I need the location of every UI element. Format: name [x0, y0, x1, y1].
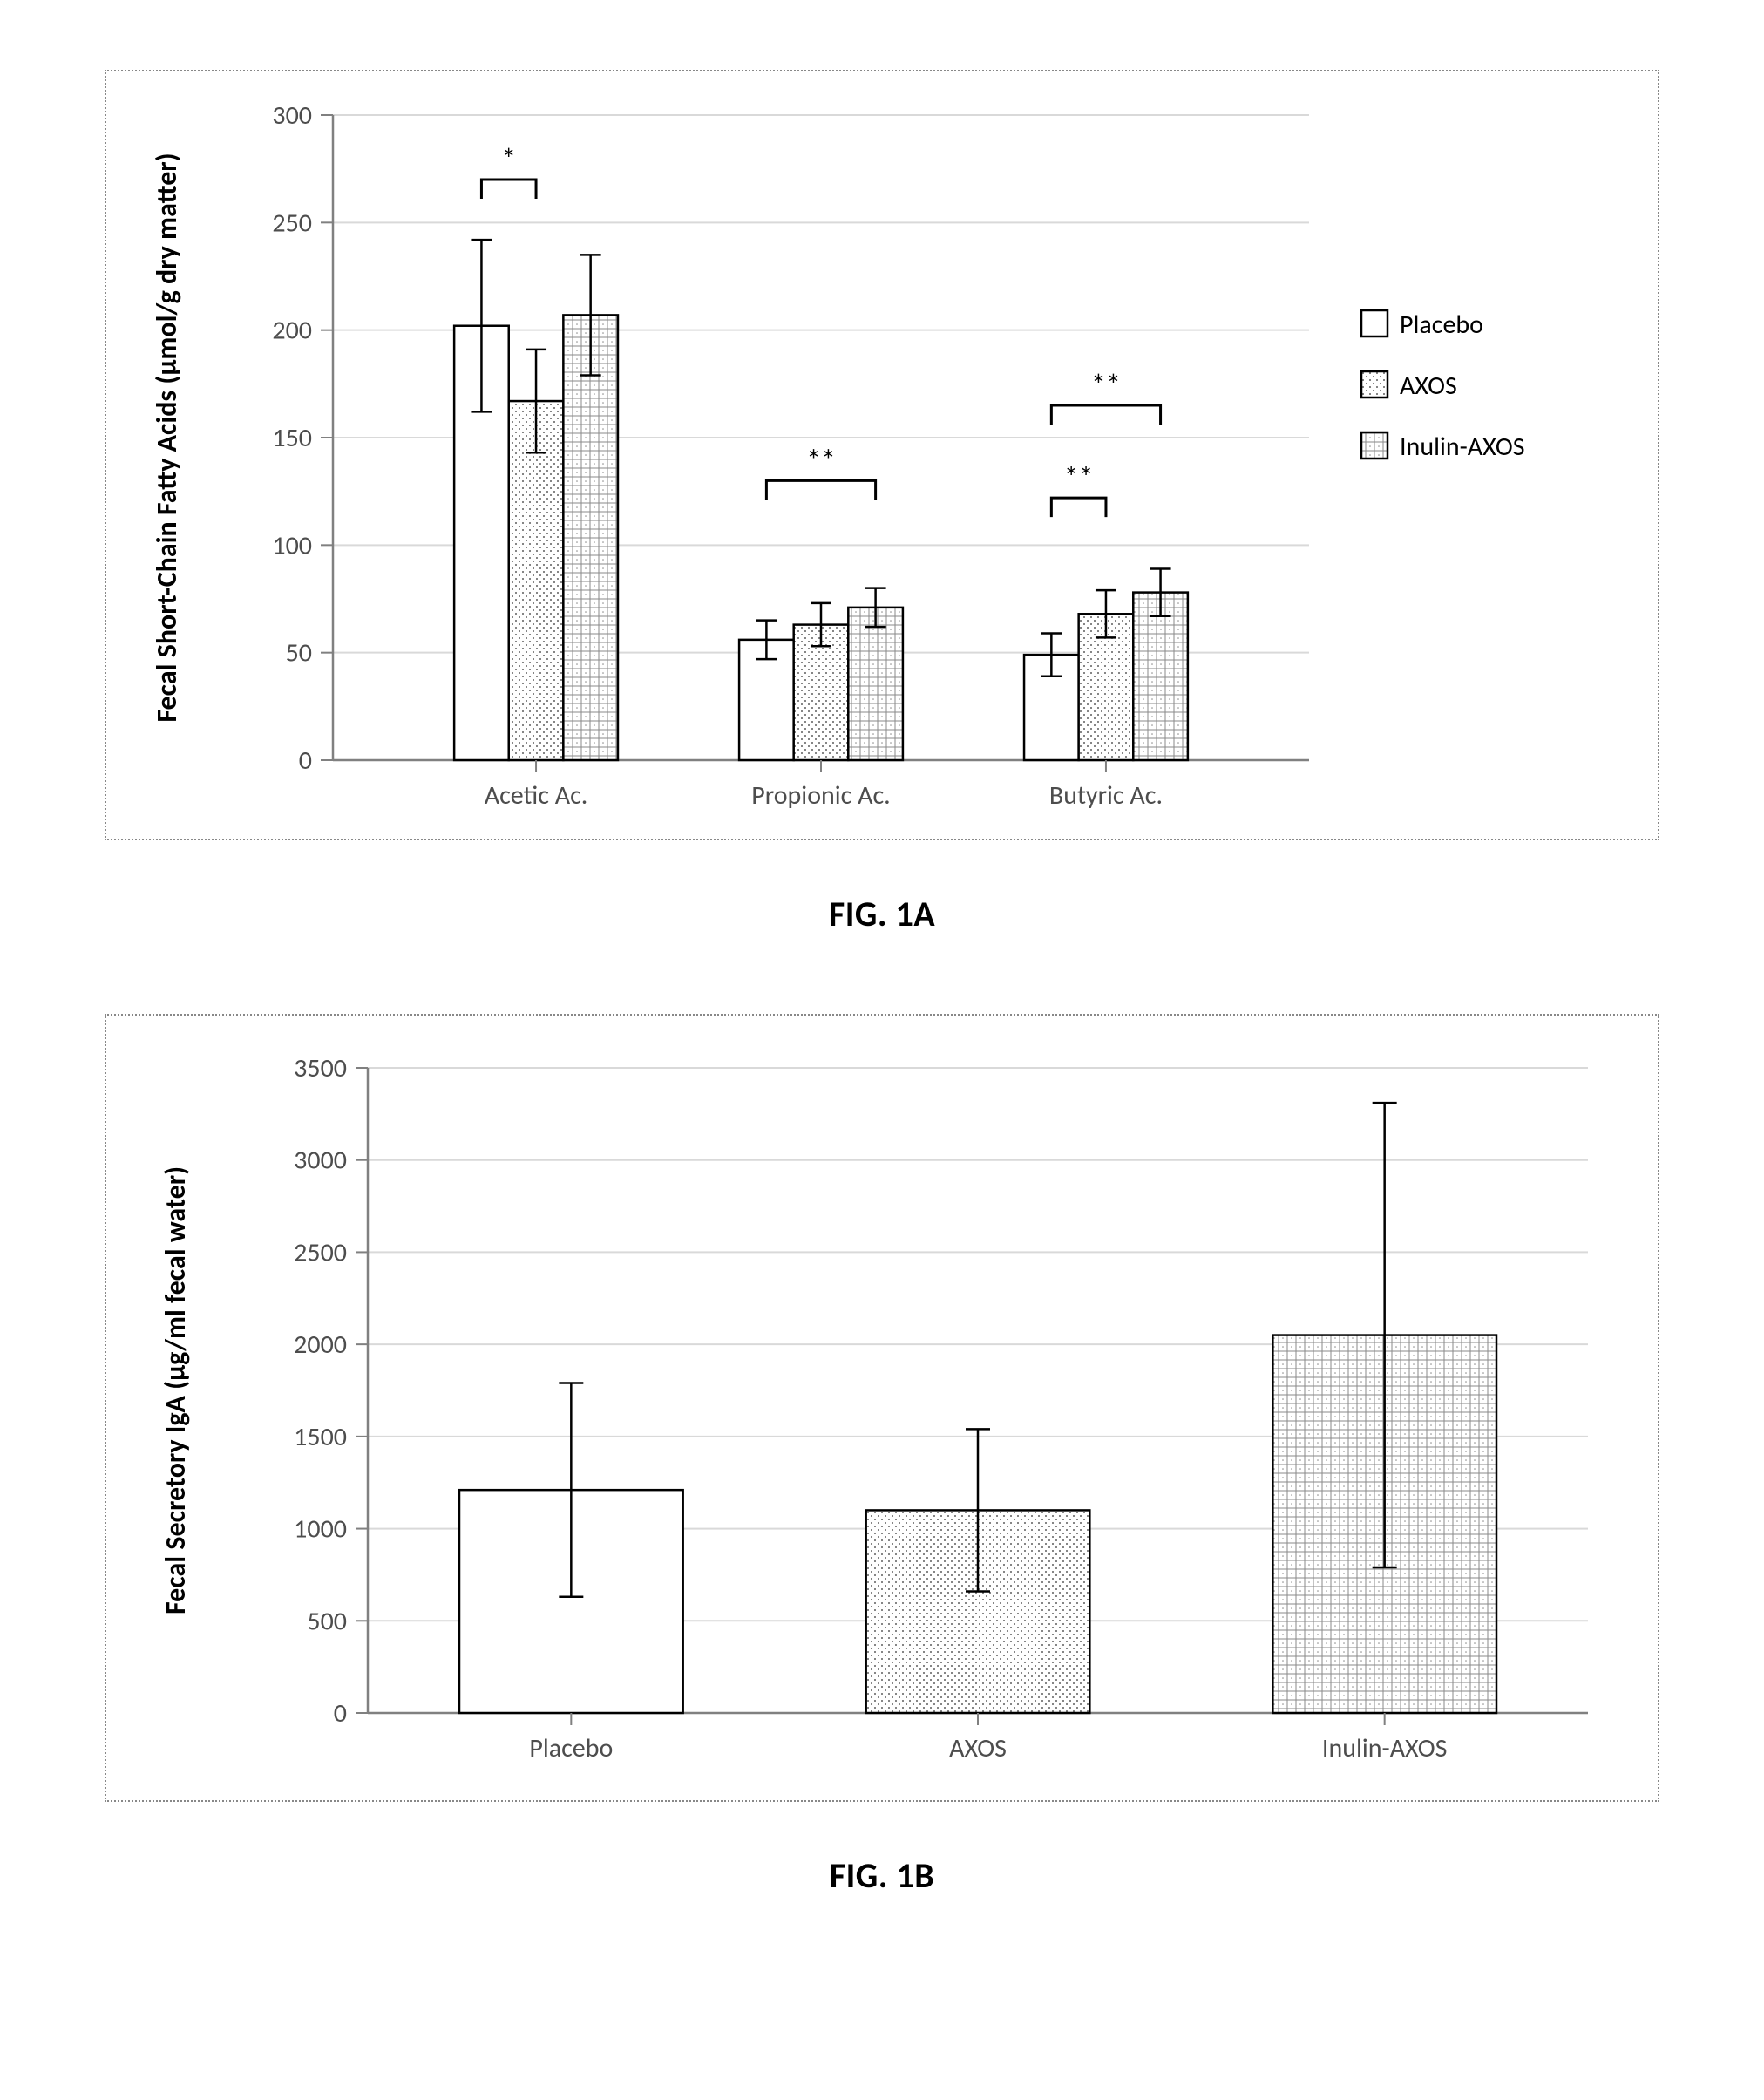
legend-swatch — [1361, 432, 1387, 459]
significance-label: ** — [806, 443, 836, 479]
y-axis-label: Fecal Short-Chain Fatty Acids (µmol/g dr… — [150, 153, 184, 722]
category-label: Propionic Ac. — [751, 779, 891, 812]
category-label: Inulin-AXOS — [1322, 1732, 1448, 1764]
figure-1a-caption: FIG. 1A — [105, 893, 1659, 935]
y-tick-label: 2500 — [294, 1236, 347, 1268]
legend: Placebo AXOS Inulin-AXOS — [1361, 309, 1525, 463]
bar-inulinaxos — [563, 315, 618, 760]
y-tick-label: 100 — [272, 529, 312, 561]
significance-label: ** — [1091, 368, 1121, 404]
y-tick-label: 250 — [272, 207, 312, 239]
bar-inulinaxos — [848, 608, 903, 760]
category-label: Acetic Ac. — [485, 779, 588, 812]
significance-label: * — [501, 142, 516, 178]
y-tick-label: 0 — [334, 1697, 347, 1730]
chart-1a: 0 50 100 150 200 250 300 Acetic Ac. Propionic Ac… — [106, 71, 1658, 839]
bar-inulinaxos — [1133, 593, 1188, 760]
significance-bracket — [1051, 498, 1106, 517]
y-tick-label: 1000 — [294, 1513, 347, 1546]
y-tick-label: 150 — [272, 422, 312, 454]
figure-1a-panel: 0 50 100 150 200 250 300 Acetic Ac. Propionic Ac… — [105, 70, 1659, 840]
legend-label: AXOS — [1400, 370, 1457, 402]
bar-axos — [509, 401, 564, 760]
y-tick-label: 300 — [272, 99, 312, 132]
y-tick-label: 0 — [299, 744, 312, 777]
y-tick-label: 2000 — [294, 1329, 347, 1361]
legend-swatch — [1361, 371, 1387, 398]
significance-bracket — [1051, 405, 1160, 425]
category-label: AXOS — [949, 1732, 1007, 1764]
category-label: Butyric Ac. — [1049, 779, 1163, 812]
y-tick-label: 1500 — [294, 1421, 347, 1453]
y-tick-label: 500 — [307, 1605, 347, 1637]
chart-1b: 0 500 1000 1500 2000 2500 3000 3500 Placebo AXOS I… — [106, 1016, 1658, 1800]
y-tick-label: 200 — [272, 315, 312, 347]
y-tick-label: 3000 — [294, 1145, 347, 1177]
category-label: Placebo — [529, 1732, 613, 1764]
legend-label: Placebo — [1400, 309, 1483, 341]
legend-label: Inulin-AXOS — [1400, 431, 1525, 463]
y-tick-label: 3500 — [294, 1052, 347, 1084]
significance-bracket — [481, 180, 536, 199]
figure-1b-panel: 0 500 1000 1500 2000 2500 3000 3500 Placebo AXOS I… — [105, 1014, 1659, 1802]
page: 0 50 100 150 200 250 300 Acetic Ac. Propionic Ac… — [0, 0, 1764, 2080]
figure-1b-caption: FIG. 1B — [105, 1854, 1659, 1897]
significance-label: ** — [1064, 460, 1094, 496]
y-tick-label: 50 — [286, 637, 312, 669]
legend-swatch — [1361, 310, 1387, 336]
significance-bracket — [766, 480, 875, 500]
y-axis-label: Fecal Secretory IgA (µg/ml fecal water) — [159, 1166, 193, 1614]
